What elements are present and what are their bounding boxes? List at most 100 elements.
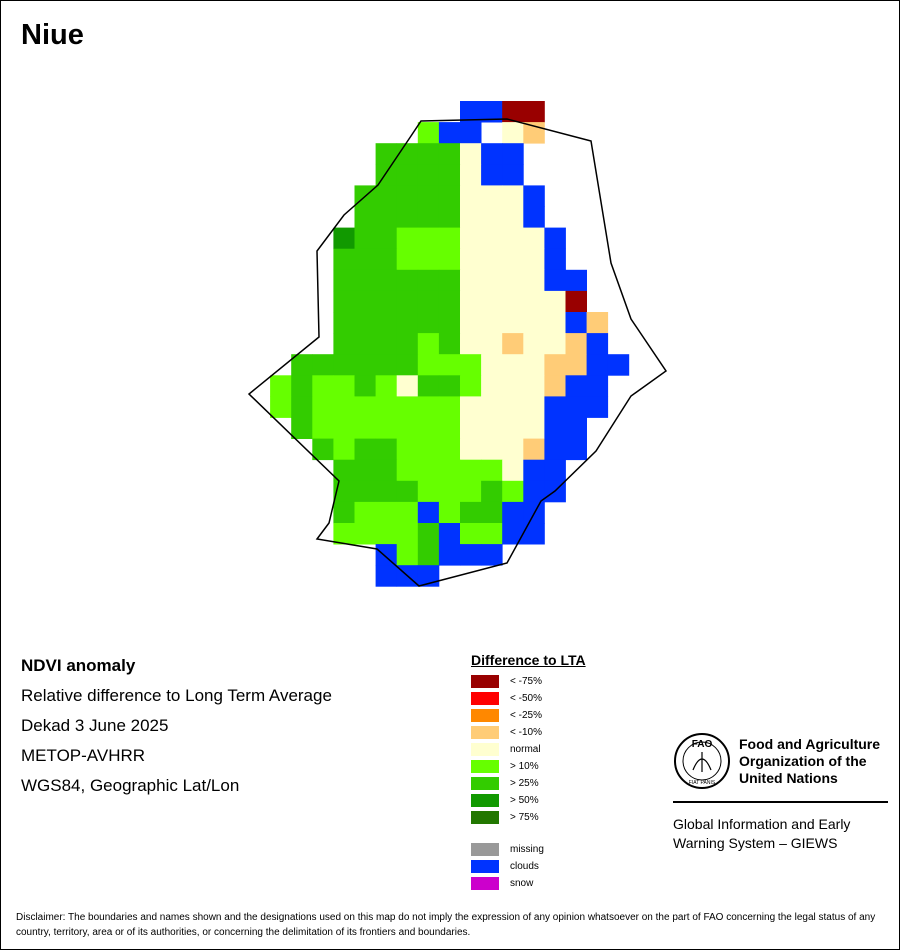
legend-row: clouds: [471, 858, 586, 875]
grid-cell: [544, 333, 566, 355]
grid-cell: [396, 269, 419, 292]
grid-cell: [523, 523, 545, 545]
grid-cell: [438, 269, 461, 292]
legend-swatch: [471, 709, 499, 722]
grid-cell: [565, 375, 587, 397]
grid-cell: [375, 459, 398, 482]
grid-cell: [438, 248, 461, 271]
grid-cell: [417, 333, 440, 355]
grid-cell: [312, 354, 334, 376]
grid-cell: [396, 417, 419, 439]
grid-cell: [333, 248, 355, 271]
grid-cell: [502, 501, 524, 524]
legend-row: < -25%: [471, 707, 586, 724]
grid-cell: [333, 523, 355, 545]
grid-cell: [481, 101, 503, 123]
grid-cell: [375, 480, 398, 503]
grid-cell: [396, 438, 419, 461]
legend-label: < -25%: [510, 710, 542, 721]
grid-cell: [333, 438, 355, 461]
grid-cell: [375, 248, 398, 271]
grid-cell: [438, 143, 461, 165]
grid-cell: [396, 333, 419, 355]
grid-cell: [417, 438, 440, 461]
grid-cell: [565, 290, 587, 313]
grid-cell: [333, 501, 355, 524]
grid-cell: [438, 459, 461, 482]
grid-cell: [333, 396, 355, 418]
grid-cell: [481, 354, 503, 376]
grid-cell: [460, 544, 482, 566]
grid-cell: [417, 354, 440, 376]
legend-row: < -10%: [471, 724, 586, 741]
grid-cell: [565, 396, 587, 418]
legend-label: < -50%: [510, 693, 542, 704]
grid-cell: [502, 206, 524, 228]
grid-cell: [502, 143, 524, 165]
grid-cell: [460, 185, 482, 207]
grid-cell: [565, 333, 587, 355]
grid-cell: [460, 164, 482, 186]
grid-cell: [460, 523, 482, 545]
grid-cell: [333, 354, 355, 376]
grid-cell: [438, 312, 461, 334]
grid-cell: [354, 417, 376, 439]
grid-cell: [354, 206, 376, 228]
grid-cell: [354, 501, 376, 524]
grid-cell: [544, 354, 566, 376]
grid-cell: [565, 438, 587, 461]
grid-cell: [481, 185, 503, 207]
grid-cell: [333, 333, 355, 355]
legend-label: missing: [510, 844, 544, 855]
emblem-motto: FIAT PANIS: [689, 780, 716, 786]
grid-cell: [417, 312, 440, 334]
disclaimer: Disclaimer: The boundaries and names sho…: [16, 912, 876, 938]
grid-cell: [375, 417, 398, 439]
grid-cell: [460, 269, 482, 292]
grid-cell: [291, 375, 313, 397]
grid-cell: [523, 312, 545, 334]
grid-cell: [586, 312, 609, 334]
grid-cell: [502, 333, 524, 355]
grid-cell: [396, 206, 419, 228]
grid-cell: [481, 501, 503, 524]
grid-cell: [460, 248, 482, 271]
grid-cell: [460, 290, 482, 313]
legend-title: Difference to LTA: [471, 652, 586, 668]
legend-swatch: [471, 877, 499, 890]
grid-cell: [354, 375, 376, 397]
grid-cell: [312, 417, 334, 439]
grid-cell: [481, 544, 503, 566]
map-legend: Difference to LTA < -75% < -50% < -25% <…: [471, 652, 586, 892]
grid-cell: [523, 375, 545, 397]
grid-cell: [607, 354, 630, 376]
grid-cell: [523, 354, 545, 376]
legend-label: < -75%: [510, 676, 542, 687]
legend-swatch: [471, 843, 499, 856]
legend-label: normal: [510, 744, 541, 755]
grid-cell: [502, 396, 524, 418]
grid-cell: [417, 206, 440, 228]
grid-cell: [312, 375, 334, 397]
grid-cell: [354, 333, 376, 355]
grid-cell: [354, 290, 376, 313]
grid-cell: [312, 438, 334, 461]
legend-row: < -50%: [471, 690, 586, 707]
grid-cell: [375, 438, 398, 461]
grid-cell: [565, 354, 587, 376]
grid-cell: [523, 396, 545, 418]
ndvi-anomaly-map: [247, 101, 668, 587]
grid-cell: [502, 269, 524, 292]
legend-swatch: [471, 777, 499, 790]
grid-cell: [417, 164, 440, 186]
grid-cell: [460, 396, 482, 418]
grid-cell: [460, 354, 482, 376]
grid-cell: [396, 523, 419, 545]
grid-cell: [502, 290, 524, 313]
grid-cell: [438, 290, 461, 313]
grid-cell: [544, 290, 566, 313]
grid-cell: [417, 459, 440, 482]
legend-swatch: [471, 726, 499, 739]
grid-cell: [481, 333, 503, 355]
